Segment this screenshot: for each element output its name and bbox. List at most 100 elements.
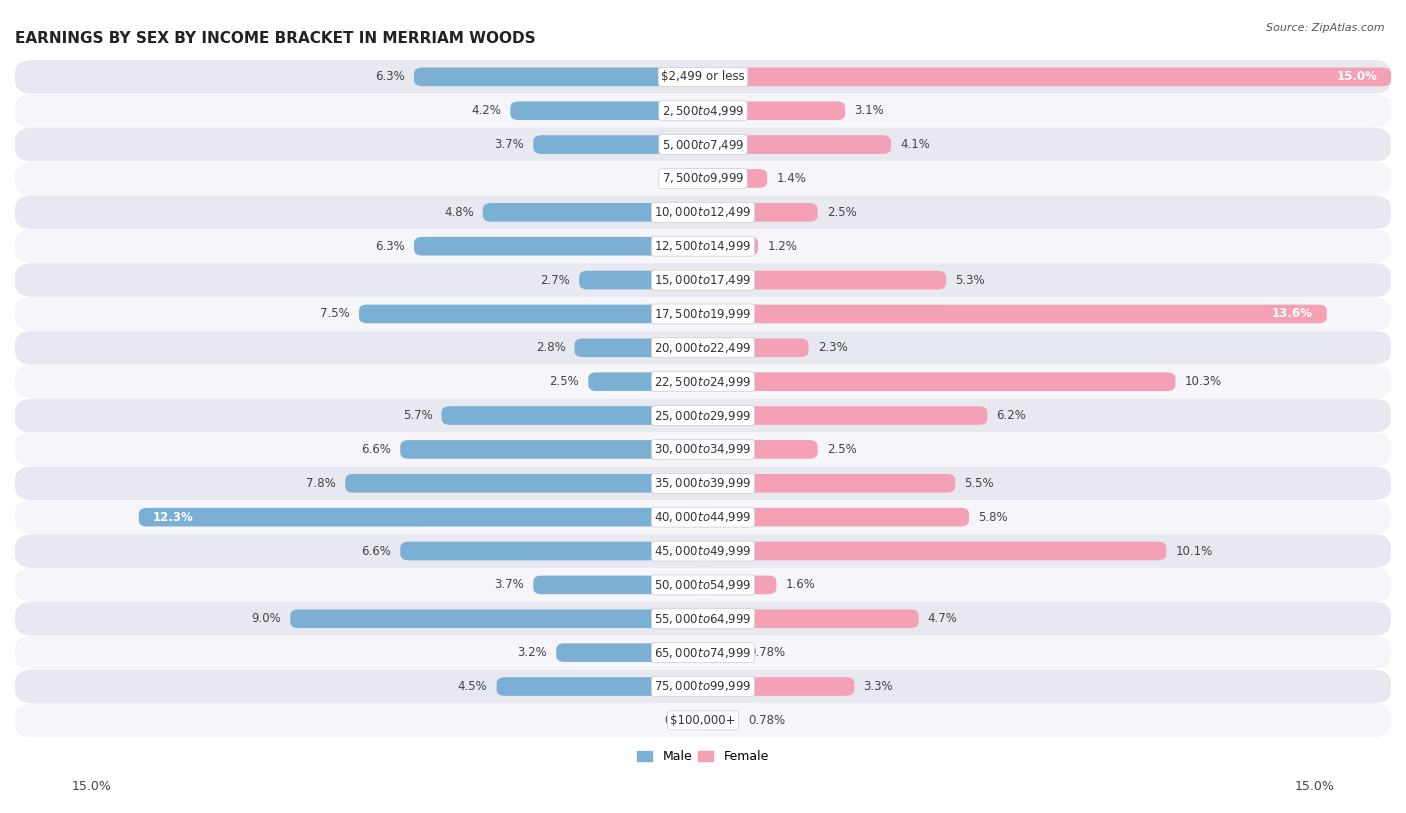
FancyBboxPatch shape: [15, 162, 1391, 195]
FancyBboxPatch shape: [575, 338, 703, 357]
Text: 2.5%: 2.5%: [827, 443, 856, 456]
FancyBboxPatch shape: [703, 541, 1166, 560]
FancyBboxPatch shape: [15, 297, 1391, 331]
FancyBboxPatch shape: [15, 568, 1391, 602]
FancyBboxPatch shape: [703, 271, 946, 289]
FancyBboxPatch shape: [703, 440, 818, 459]
Text: 10.1%: 10.1%: [1175, 545, 1213, 558]
Text: 2.5%: 2.5%: [827, 206, 856, 219]
Text: $15,000 to $17,499: $15,000 to $17,499: [654, 273, 752, 287]
Text: $20,000 to $22,499: $20,000 to $22,499: [654, 341, 752, 354]
FancyBboxPatch shape: [15, 365, 1391, 398]
Text: 0.0%: 0.0%: [664, 714, 693, 727]
FancyBboxPatch shape: [413, 237, 703, 255]
Text: 3.7%: 3.7%: [495, 578, 524, 591]
Text: 5.3%: 5.3%: [955, 273, 984, 286]
FancyBboxPatch shape: [15, 534, 1391, 568]
Text: $75,000 to $99,999: $75,000 to $99,999: [654, 680, 752, 693]
FancyBboxPatch shape: [533, 576, 703, 594]
Text: $40,000 to $44,999: $40,000 to $44,999: [654, 510, 752, 524]
Text: 0.0%: 0.0%: [664, 172, 693, 185]
FancyBboxPatch shape: [482, 203, 703, 222]
Legend: Male, Female: Male, Female: [633, 746, 773, 768]
Text: 5.7%: 5.7%: [402, 409, 433, 422]
FancyBboxPatch shape: [703, 237, 758, 255]
FancyBboxPatch shape: [703, 508, 969, 527]
FancyBboxPatch shape: [15, 331, 1391, 365]
FancyBboxPatch shape: [703, 576, 776, 594]
Text: 2.7%: 2.7%: [540, 273, 569, 286]
FancyBboxPatch shape: [290, 610, 703, 628]
FancyBboxPatch shape: [588, 372, 703, 391]
FancyBboxPatch shape: [703, 677, 855, 696]
Text: 6.3%: 6.3%: [375, 240, 405, 253]
FancyBboxPatch shape: [15, 703, 1391, 737]
Text: EARNINGS BY SEX BY INCOME BRACKET IN MERRIAM WOODS: EARNINGS BY SEX BY INCOME BRACKET IN MER…: [15, 31, 536, 46]
FancyBboxPatch shape: [703, 372, 1175, 391]
FancyBboxPatch shape: [15, 500, 1391, 534]
Text: 15.0%: 15.0%: [1336, 71, 1378, 84]
FancyBboxPatch shape: [703, 711, 738, 730]
Text: Source: ZipAtlas.com: Source: ZipAtlas.com: [1267, 23, 1385, 33]
Text: 7.8%: 7.8%: [307, 476, 336, 489]
Text: 1.2%: 1.2%: [768, 240, 797, 253]
Text: 1.4%: 1.4%: [776, 172, 806, 185]
FancyBboxPatch shape: [15, 670, 1391, 703]
FancyBboxPatch shape: [15, 398, 1391, 433]
Text: 9.0%: 9.0%: [252, 612, 281, 625]
Text: $10,000 to $12,499: $10,000 to $12,499: [654, 206, 752, 220]
FancyBboxPatch shape: [703, 67, 1391, 86]
FancyBboxPatch shape: [703, 169, 768, 188]
Text: 0.78%: 0.78%: [748, 714, 785, 727]
FancyBboxPatch shape: [15, 195, 1391, 229]
Text: 12.3%: 12.3%: [153, 511, 194, 524]
Text: $7,500 to $9,999: $7,500 to $9,999: [662, 172, 744, 185]
Text: $2,500 to $4,999: $2,500 to $4,999: [662, 104, 744, 118]
Text: $17,500 to $19,999: $17,500 to $19,999: [654, 307, 752, 321]
FancyBboxPatch shape: [401, 440, 703, 459]
Text: 2.5%: 2.5%: [550, 375, 579, 388]
FancyBboxPatch shape: [15, 602, 1391, 636]
Text: 2.8%: 2.8%: [536, 341, 565, 354]
Text: $50,000 to $54,999: $50,000 to $54,999: [654, 578, 752, 592]
Text: $2,499 or less: $2,499 or less: [661, 71, 745, 84]
FancyBboxPatch shape: [15, 433, 1391, 467]
FancyBboxPatch shape: [533, 135, 703, 154]
Text: 4.7%: 4.7%: [928, 612, 957, 625]
Text: 15.0%: 15.0%: [1295, 780, 1334, 793]
Text: 4.1%: 4.1%: [900, 138, 931, 151]
FancyBboxPatch shape: [359, 305, 703, 324]
Text: $5,000 to $7,499: $5,000 to $7,499: [662, 137, 744, 151]
Text: 10.3%: 10.3%: [1185, 375, 1222, 388]
Text: $12,500 to $14,999: $12,500 to $14,999: [654, 239, 752, 253]
Text: $22,500 to $24,999: $22,500 to $24,999: [654, 375, 752, 389]
Text: 3.1%: 3.1%: [855, 104, 884, 117]
Text: 3.3%: 3.3%: [863, 680, 893, 693]
Text: $100,000+: $100,000+: [671, 714, 735, 727]
FancyBboxPatch shape: [441, 406, 703, 425]
Text: 7.5%: 7.5%: [321, 307, 350, 320]
FancyBboxPatch shape: [413, 67, 703, 86]
Text: 4.2%: 4.2%: [471, 104, 501, 117]
FancyBboxPatch shape: [703, 102, 845, 120]
FancyBboxPatch shape: [703, 610, 918, 628]
FancyBboxPatch shape: [510, 102, 703, 120]
FancyBboxPatch shape: [703, 406, 987, 425]
FancyBboxPatch shape: [703, 474, 955, 493]
FancyBboxPatch shape: [15, 60, 1391, 93]
Text: 6.6%: 6.6%: [361, 443, 391, 456]
Text: 6.6%: 6.6%: [361, 545, 391, 558]
Text: 3.7%: 3.7%: [495, 138, 524, 151]
FancyBboxPatch shape: [15, 128, 1391, 162]
FancyBboxPatch shape: [496, 677, 703, 696]
FancyBboxPatch shape: [346, 474, 703, 493]
Text: 3.2%: 3.2%: [517, 646, 547, 659]
FancyBboxPatch shape: [15, 263, 1391, 297]
Text: 5.8%: 5.8%: [979, 511, 1008, 524]
Text: 4.8%: 4.8%: [444, 206, 474, 219]
FancyBboxPatch shape: [557, 643, 703, 662]
FancyBboxPatch shape: [401, 541, 703, 560]
Text: 13.6%: 13.6%: [1272, 307, 1313, 320]
Text: $25,000 to $29,999: $25,000 to $29,999: [654, 409, 752, 423]
Text: 1.6%: 1.6%: [786, 578, 815, 591]
